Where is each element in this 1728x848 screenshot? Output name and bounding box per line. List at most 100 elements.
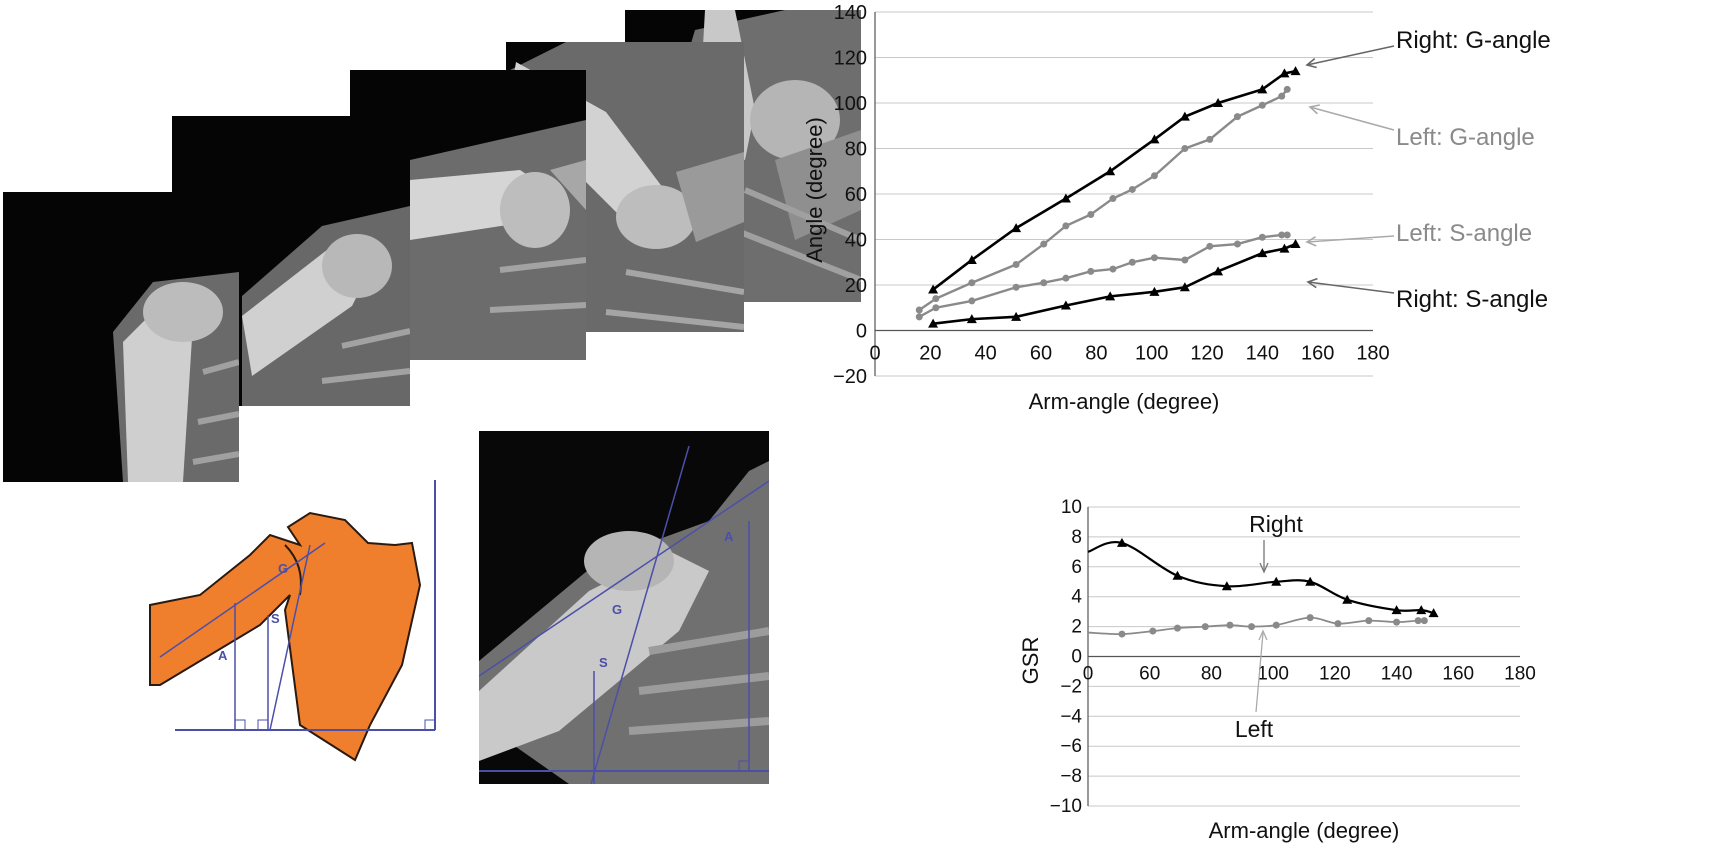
- gsr-x-tick: 80: [1201, 664, 1222, 685]
- gsr-right-arrow-head: [1259, 562, 1269, 574]
- angle-series-line: [932, 242, 1297, 325]
- angle-data-point: [1179, 111, 1190, 121]
- angle-series-line: [932, 69, 1296, 291]
- gsr-data-point: [1393, 618, 1401, 626]
- angle-x-tick: 160: [1301, 343, 1334, 365]
- gsr-data-point: [1201, 623, 1209, 631]
- angle-data-point: [1181, 145, 1189, 152]
- angle-x-tick: 120: [1190, 343, 1223, 365]
- angle-data-point: [1011, 311, 1022, 321]
- angle-data-point: [1278, 231, 1286, 239]
- gsr-data-point: [1118, 630, 1126, 638]
- gsr-data-point: [1365, 617, 1373, 625]
- angle-data-point: [968, 297, 976, 305]
- gsr-y-tick: −8: [1060, 766, 1082, 787]
- angle-data-point: [1283, 85, 1291, 93]
- gsr-data-point: [1416, 605, 1427, 615]
- gsr-y-tick: 4: [1071, 587, 1082, 608]
- gsr-data-point: [1173, 624, 1181, 632]
- gsr-data-point: [1149, 627, 1157, 635]
- gsr-chart-grid: [1088, 506, 1520, 807]
- angle-data-point: [1206, 135, 1214, 143]
- gsr-data-point: [1414, 617, 1422, 625]
- gsr-left-label: Left: [1235, 716, 1274, 742]
- legend-arrow-head: [1305, 236, 1317, 247]
- legend-arrow-line: [1309, 106, 1395, 131]
- scapula-diagram: A G S: [140, 475, 440, 765]
- legend-arrow-line: [1306, 45, 1395, 66]
- xray-label-s: S: [599, 655, 608, 670]
- angle-data-point: [1213, 266, 1224, 276]
- angle-x-tick: 60: [1030, 343, 1052, 365]
- gsr-right-label: Right: [1249, 511, 1303, 537]
- gsr-x-tick: 180: [1504, 664, 1536, 685]
- gsr-x-tick: 60: [1139, 664, 1160, 685]
- legend-arrow-head: [1308, 104, 1320, 115]
- gsr-data-point: [1391, 605, 1402, 615]
- legend-arrow-line: [1306, 235, 1395, 243]
- angle-x-axis-label: Arm-angle (degree): [1029, 389, 1220, 414]
- gsr-data-point: [1172, 570, 1183, 580]
- gsr-data-point: [1271, 576, 1282, 586]
- gsr-y-tick: 10: [1061, 497, 1082, 518]
- xray-label-g: G: [612, 602, 622, 617]
- angle-series-line: [918, 88, 1289, 312]
- annotated-xray: A G S: [479, 431, 769, 784]
- angle-x-tick: 0: [869, 343, 880, 365]
- angle-x-tick: 20: [919, 343, 941, 365]
- angle-data-point: [1087, 210, 1095, 218]
- gsr-data-point: [1334, 620, 1342, 628]
- gsr-chart-labels: Right Left: [1235, 511, 1304, 742]
- angle-x-tick: 140: [1246, 343, 1279, 365]
- angle-data-point: [1087, 267, 1095, 275]
- angle-data-point: [1233, 113, 1241, 121]
- angle-data-point: [1233, 240, 1241, 248]
- angle-data-point: [1181, 256, 1189, 264]
- gsr-data-point: [1342, 594, 1353, 604]
- gsr-y-tick: 8: [1071, 527, 1082, 548]
- angle-x-tick: 180: [1356, 343, 1389, 365]
- angle-data-point: [932, 295, 940, 303]
- angle-data-point: [1062, 274, 1070, 282]
- legend-label: Left: G-angle: [1396, 124, 1535, 151]
- angle-label-s: S: [271, 611, 280, 626]
- angle-series-line: [918, 233, 1288, 318]
- angle-data-point: [1278, 92, 1286, 100]
- angle-data-point: [1258, 233, 1266, 241]
- angle-label-g: G: [278, 561, 288, 576]
- angle-data-point: [1279, 243, 1290, 253]
- angle-data-point: [1290, 239, 1301, 249]
- legend-label: Right: G-angle: [1396, 27, 1551, 54]
- angle-data-point: [1206, 242, 1214, 250]
- gsr-x-tick: 120: [1319, 664, 1351, 685]
- gsr-data-point: [1420, 617, 1428, 625]
- gsr-y-tick: −10: [1050, 796, 1082, 817]
- angle-data-point: [1128, 258, 1136, 266]
- angle-data-point: [1012, 261, 1020, 269]
- angle-data-point: [1105, 166, 1116, 176]
- gsr-data-point: [1272, 621, 1280, 629]
- gsr-data-point: [1305, 576, 1316, 586]
- angle-data-point: [915, 313, 923, 321]
- gsr-data-point: [1116, 537, 1127, 547]
- angle-chart-labels: Right: G-angle Left: G-angle Left: S-angle…: [1305, 27, 1551, 313]
- gsr-data-point: [1248, 623, 1256, 631]
- angle-data-point: [1283, 231, 1291, 239]
- angle-chart-grid: [875, 11, 1373, 377]
- legend-arrow-head: [1305, 58, 1317, 69]
- gsr-y-tick: −4: [1060, 706, 1082, 727]
- gsr-data-point: [1226, 621, 1234, 629]
- angle-data-point: [1109, 265, 1117, 273]
- legend-arrow-line: [1307, 281, 1395, 294]
- angle-data-point: [1109, 195, 1117, 203]
- angle-data-point: [1179, 282, 1190, 292]
- xray-label-a: A: [724, 529, 734, 544]
- gsr-series-line: [1087, 616, 1425, 635]
- gsr-y-tick: 0: [1071, 647, 1082, 668]
- angle-data-point: [1149, 286, 1160, 296]
- gsr-x-tick: 140: [1381, 664, 1413, 685]
- angle-data-point: [1257, 84, 1268, 94]
- gsr-left-arrow-head: [1258, 629, 1268, 641]
